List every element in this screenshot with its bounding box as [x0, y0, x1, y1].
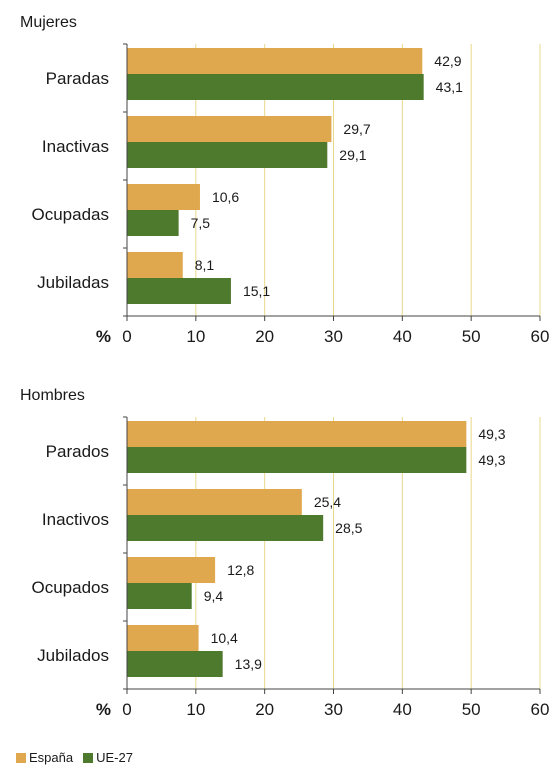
bar-ue27: [127, 583, 192, 609]
bar-espana: [127, 557, 216, 583]
category-label: Paradas: [46, 69, 109, 88]
data-label: 43,1: [436, 79, 463, 95]
bar-espana: [127, 184, 200, 210]
bar-espana: [127, 116, 332, 142]
data-label: 42,9: [434, 53, 461, 69]
legend-swatch-ue27: [83, 752, 94, 763]
legend-swatch-espana: [16, 752, 26, 763]
data-label: 12,8: [227, 562, 254, 578]
bar-ue27: [127, 142, 328, 168]
category-label: Jubilados: [37, 646, 109, 665]
data-label: 25,4: [314, 494, 341, 510]
category-label: Jubiladas: [37, 273, 109, 292]
x-tick-label: 0: [122, 327, 131, 346]
data-label: 15,1: [243, 283, 270, 299]
data-label: 28,5: [335, 520, 362, 536]
bar-ue27: [127, 515, 324, 541]
category-label: Inactivas: [42, 137, 109, 156]
data-label: 10,4: [211, 630, 238, 646]
data-label: 9,4: [204, 588, 224, 604]
category-label: Inactivos: [42, 510, 109, 529]
data-label: 49,3: [478, 452, 505, 468]
category-label: Parados: [46, 442, 109, 461]
x-tick-label: 40: [393, 700, 412, 719]
category-label: Ocupadas: [32, 205, 110, 224]
chart-title-hombres: Hombres: [20, 387, 85, 404]
legend-label-ue27: UE-27: [96, 750, 133, 765]
x-tick-label: 30: [324, 700, 343, 719]
x-tick-label: 40: [393, 327, 412, 346]
bar-ue27: [127, 210, 179, 236]
data-label: 29,7: [343, 121, 370, 137]
x-tick-label: 20: [255, 700, 274, 719]
bar-ue27: [127, 278, 231, 304]
legend-label-espana: España: [29, 750, 74, 765]
x-tick-label: 50: [462, 700, 481, 719]
bar-espana: [127, 48, 423, 74]
data-label: 13,9: [235, 656, 262, 672]
data-label: 7,5: [191, 215, 211, 231]
unit-label: %: [96, 700, 111, 719]
category-label: Ocupados: [32, 578, 110, 597]
data-label: 29,1: [339, 147, 366, 163]
bar-espana: [127, 489, 302, 515]
legend-item-ue27: UE-27: [83, 750, 133, 765]
unit-label: %: [96, 327, 111, 346]
x-tick-label: 20: [255, 327, 274, 346]
chart-mujeres: 42,9 43,1 Paradas 29,7 29,1 Inactivas 10,67,5 O…: [32, 43, 550, 346]
x-tick-label: 60: [531, 700, 550, 719]
chart-hombres: 49,3 49,3 Parados 25,4 28,5 Inactivos 12,89,4 O…: [32, 416, 550, 719]
legend-item-espana: España: [16, 750, 73, 765]
bar-espana: [127, 421, 467, 447]
chart-title-mujeres: Mujeres: [20, 14, 77, 31]
x-tick-label: 10: [186, 700, 205, 719]
data-label: 8,1: [195, 257, 215, 273]
x-tick-label: 10: [186, 327, 205, 346]
bar-ue27: [127, 74, 424, 100]
x-tick-label: 30: [324, 327, 343, 346]
bar-ue27: [127, 651, 223, 677]
bar-espana: [127, 252, 183, 278]
x-tick-label: 0: [122, 700, 131, 719]
x-tick-label: 60: [531, 327, 550, 346]
data-label: 49,3: [478, 426, 505, 442]
legend: España UE-27: [16, 750, 133, 765]
x-tick-label: 50: [462, 327, 481, 346]
data-label: 10,6: [212, 189, 239, 205]
bar-ue27: [127, 447, 467, 473]
bar-espana: [127, 625, 199, 651]
